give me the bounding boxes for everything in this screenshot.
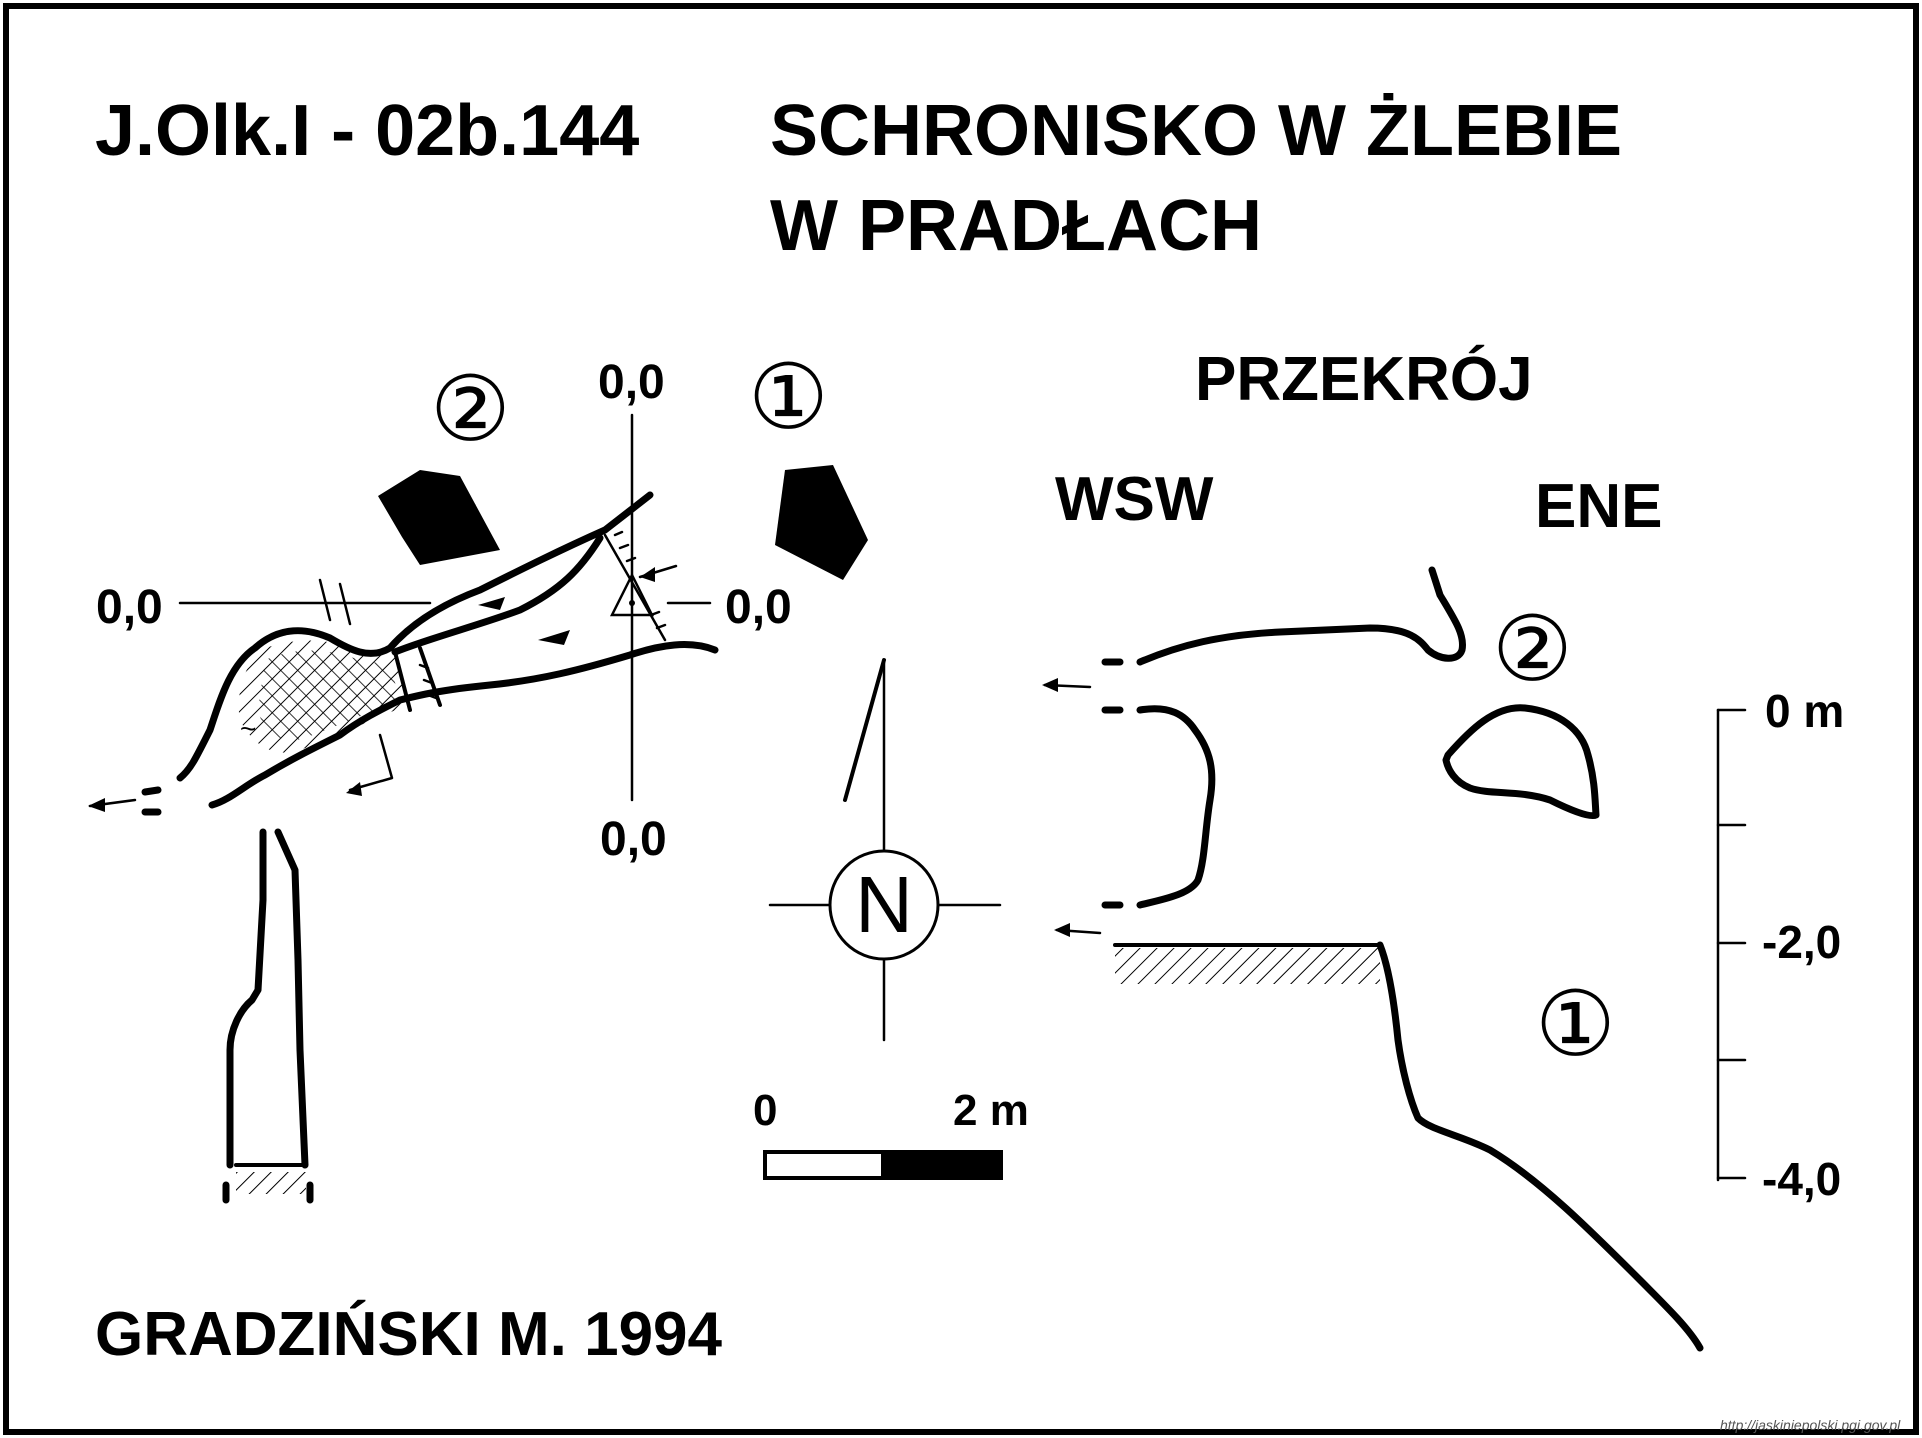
scale-bar-end-label: 2 m — [953, 1086, 1029, 1135]
section-floor-sediment — [1115, 948, 1380, 984]
scale-bar-black-segment — [881, 1150, 1003, 1180]
scale-bar-start-label: 0 — [753, 1086, 777, 1135]
section-upper-floor — [1136, 705, 1216, 909]
scale-bar-white-segment — [763, 1150, 885, 1180]
datum-label-bottom: 0,0 — [600, 813, 667, 866]
section-outlet-arrow-lower-head — [1054, 923, 1070, 937]
datum-point-dot — [629, 600, 635, 606]
plan-shaft-floor-ends — [222, 1181, 314, 1204]
datum-label-left: 0,0 — [96, 581, 163, 634]
plan-step-marks — [603, 530, 667, 642]
depth-scale-label-2: -2,0 — [1762, 916, 1841, 968]
plan-entrance-2-label: ② — [430, 360, 511, 460]
plan-entrance-1-arrow — [775, 465, 868, 580]
cave-name-line1: SCHRONISKO W ŻLEBIE — [770, 91, 1622, 171]
plan-threshold-2 — [418, 646, 442, 707]
section-direction-left: WSW — [1055, 465, 1214, 534]
depth-scale-label-4: -4,0 — [1762, 1153, 1841, 1205]
depth-scale-label-0: 0 m — [1765, 685, 1844, 737]
plan-water-symbol: ~ — [240, 713, 256, 744]
author-credit: GRADZIŃSKI M. 1994 — [95, 1300, 723, 1369]
datum-axis-break-2 — [338, 582, 352, 626]
section-entrance-1-label: ① — [1535, 975, 1616, 1075]
cave-name-line2: W PRADŁACH — [770, 186, 1262, 266]
section-outlet-arrow-upper-head — [1042, 678, 1058, 692]
plan-scale-bar: 0 2 m — [753, 1086, 1029, 1180]
section-upper-floor-dashes — [1101, 706, 1124, 909]
cave-code: J.Olk.I - 02b.144 — [95, 91, 639, 171]
plan-side-arrow-head — [346, 782, 362, 796]
datum-label-right: 0,0 — [725, 581, 792, 634]
title-block: J.Olk.I - 02b.144 SCHRONISKO W ŻLEBIE W … — [95, 91, 1622, 266]
plan-flow-arrow-2 — [538, 630, 570, 645]
plan-cave-wall-upper — [176, 491, 654, 782]
plan-cave-wall-lower — [208, 641, 719, 809]
section-title: PRZEKRÓJ — [1195, 345, 1533, 414]
section-entrance-2-label: ② — [1492, 600, 1573, 700]
section-upper-ceiling — [1136, 566, 1467, 666]
section-direction-right: ENE — [1535, 472, 1662, 541]
section-chamber-outline — [1442, 704, 1600, 820]
north-needle-barb — [843, 658, 886, 802]
plan-entrance-1-label: ① — [748, 348, 829, 448]
plan-sediment-area-2 — [258, 650, 400, 741]
north-label: N — [855, 860, 913, 949]
source-url: http://jaskiniepolski.pgi.gov.pl — [1720, 1417, 1901, 1433]
plan-outlet-dashes — [141, 786, 162, 816]
north-arrow: N — [768, 658, 1002, 1042]
north-circle — [828, 849, 940, 961]
plan-flow-arrow-3-head — [640, 567, 655, 582]
datum-label-top: 0,0 — [598, 356, 665, 409]
map-border — [3, 3, 1919, 1435]
plan-shaft-right-wall — [274, 828, 309, 1169]
plan-outlet-arrow-head — [88, 798, 105, 812]
section-lower-wall — [1376, 941, 1704, 1352]
plan-threshold-1 — [393, 650, 412, 712]
datum-point-triangle — [609, 572, 655, 617]
plan-side-arrow — [348, 733, 394, 792]
plan-threshold-step — [418, 663, 438, 700]
datum-axis-break-1 — [318, 578, 332, 622]
plan-view: ② ① 0,0 0,0 0,0 0,0 ~ — [88, 348, 868, 1204]
section-view: PRZEKRÓJ WSW ENE ② ① 0 m -2,0 -4,0 — [1042, 345, 1844, 1352]
plan-shaft-sediment — [236, 1172, 306, 1194]
plan-shaft-left-wall — [226, 828, 267, 1169]
plan-entrance-2-arrow — [378, 470, 500, 565]
plan-inner-passage — [391, 534, 604, 656]
plan-flow-arrow-1 — [478, 597, 505, 610]
